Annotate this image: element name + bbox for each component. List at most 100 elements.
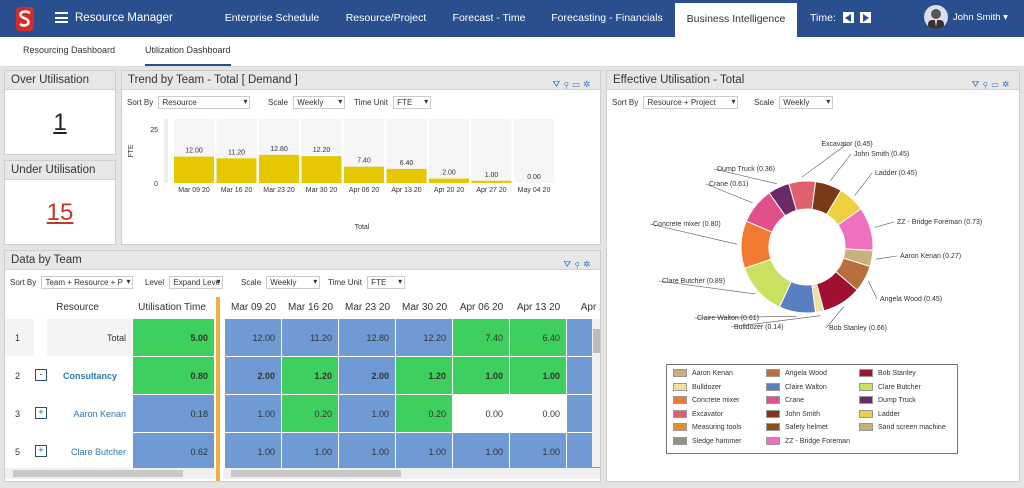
data-by-team-panel: Data by Team ⛛⚲✲ Sort By Team + Resource…: [4, 250, 601, 482]
donut-slice-label: Ladder (0.45): [875, 170, 917, 177]
legend-item[interactable]: Sand screen machine: [859, 423, 946, 432]
resource-name[interactable]: Total: [47, 319, 133, 357]
week-value: 6.40: [510, 319, 567, 357]
menu-icon[interactable]: [55, 12, 68, 23]
legend-swatch: [673, 396, 687, 404]
legend-swatch: [766, 396, 780, 404]
team-level-select[interactable]: Expand Leve: [169, 276, 224, 289]
app-logo: [16, 7, 34, 31]
donut-slice-label: Crane (0.61): [709, 181, 748, 188]
trend-sort-select[interactable]: Resource: [158, 96, 251, 109]
donut-slice-label: Dump Truck (0.36): [717, 166, 775, 173]
bar-value-label: 12.20: [313, 147, 331, 154]
horizontal-scrollbar-left[interactable]: [5, 468, 215, 479]
x-tick-label: Apr 06 20: [349, 187, 379, 194]
donut-slice-label: Clare Butcher (0.89): [662, 278, 725, 285]
week-value: 1.00: [225, 433, 282, 471]
under-utilisation-panel: Under Utilisation 15: [4, 160, 116, 245]
over-utilisation-panel: Over Utilisation 1: [4, 70, 116, 155]
time-prev-button[interactable]: [842, 11, 855, 24]
trend-panel: Trend by Team - Total [ Demand ] ⛛⚲▭✲ So…: [121, 70, 601, 245]
bar-value-label: 7.40: [357, 158, 371, 165]
legend-item[interactable]: Crane: [766, 396, 804, 405]
horizontal-scrollbar-right[interactable]: [223, 468, 600, 479]
resource-name[interactable]: Clare Butcher: [47, 433, 133, 471]
panel-tools-icon[interactable]: ⛛⚲▭✲: [552, 79, 594, 89]
bar-value-label: 12.80: [270, 146, 288, 153]
trend-unit-select[interactable]: FTE: [393, 96, 432, 109]
x-axis-label: Total: [355, 224, 370, 231]
legend-item[interactable]: Angela Wood: [766, 369, 827, 378]
tab-resourcing-dashboard[interactable]: Resourcing Dashboard: [23, 45, 116, 55]
trend-scale-select[interactable]: Weekly: [293, 96, 346, 109]
nav-forecasting-financials[interactable]: Forecasting - Financials: [551, 12, 663, 24]
panel-tools-icon[interactable]: ⛛⚲▭✲: [971, 79, 1013, 89]
week-value: 12.80: [339, 319, 396, 357]
vertical-scrollbar[interactable]: [592, 319, 600, 467]
donut-leader-line: [868, 280, 878, 300]
effective-sort-select[interactable]: Resource + Project: [643, 96, 739, 109]
bar: [386, 168, 427, 183]
expand-toggle-button[interactable]: -: [35, 369, 47, 381]
nav-business-intelligence[interactable]: Business Intelligence: [675, 0, 797, 37]
donut-slice-label: Concrete mixer (0.80): [653, 221, 721, 228]
donut-slice-label: Claire Walton (0.61): [697, 315, 759, 322]
team-unit-select[interactable]: FTE: [367, 276, 406, 289]
legend-item[interactable]: Sledge hammer: [673, 436, 741, 446]
trend-scale-label: Scale: [268, 98, 289, 107]
expand-toggle-button[interactable]: +: [35, 407, 47, 419]
legend-item[interactable]: Clare Butcher: [859, 382, 921, 392]
legend-swatch: [859, 396, 873, 404]
under-utilisation-title: Under Utilisation: [5, 161, 115, 180]
bar: [301, 156, 342, 183]
user-name[interactable]: John Smith ▾: [953, 12, 1008, 23]
legend-item[interactable]: Bob Stanley: [859, 369, 916, 378]
column-header: Mar 09 20: [230, 302, 277, 313]
legend-item[interactable]: Concrete mixer: [673, 396, 739, 405]
resource-name[interactable]: Consultancy: [47, 357, 133, 395]
legend-item[interactable]: John Smith: [766, 409, 820, 419]
team-scale-label: Scale: [241, 278, 262, 287]
legend-label: ZZ - Bridge Foreman: [785, 437, 850, 445]
nav-forecast-time[interactable]: Forecast - Time: [452, 12, 526, 24]
week-value: 7.40: [453, 319, 510, 357]
under-utilisation-value[interactable]: 15: [46, 199, 74, 226]
donut-leader-line: [730, 315, 821, 328]
x-tick-label: Mar 09 20: [178, 187, 210, 194]
tab-utilization-dashboard[interactable]: Utilization Dashboard: [145, 45, 231, 66]
legend-item[interactable]: Excavator: [673, 409, 723, 419]
effective-scale-select[interactable]: Weekly: [779, 96, 834, 109]
legend-swatch: [766, 382, 780, 391]
legend-item[interactable]: Safety helmet: [766, 423, 828, 432]
column-header: Apr 13 20: [516, 302, 561, 313]
legend-item[interactable]: ZZ - Bridge Foreman: [766, 436, 850, 446]
avatar[interactable]: [924, 5, 948, 29]
legend-item[interactable]: Ladder: [859, 409, 900, 419]
legend-swatch: [673, 369, 687, 377]
frozen-column-divider[interactable]: [216, 297, 220, 481]
legend-swatch: [859, 369, 873, 377]
donut-slice-label: Angela Wood (0.45): [880, 296, 942, 303]
week-value: 1.00: [339, 395, 396, 433]
nav-resource-project[interactable]: Resource/Project: [345, 12, 427, 24]
legend-item[interactable]: Measuring tools: [673, 423, 741, 432]
donut-leader-line: [874, 221, 895, 228]
time-next-button[interactable]: [859, 11, 872, 24]
y-axis-label: FTE: [128, 144, 135, 158]
expand-toggle-button[interactable]: +: [35, 445, 47, 457]
legend-item[interactable]: Aaron Kenan: [673, 369, 733, 378]
nav-enterprise-schedule[interactable]: Enterprise Schedule: [224, 12, 320, 24]
over-utilisation-value[interactable]: 1: [53, 109, 67, 136]
team-sort-select[interactable]: Team + Resource + P: [41, 276, 134, 289]
week-value: 12.20: [396, 319, 453, 357]
resource-name[interactable]: Aaron Kenan: [47, 395, 133, 433]
week-value: 1.00: [396, 433, 453, 471]
legend-item[interactable]: Dump Truck: [859, 396, 916, 405]
bar-value-label: 12.00: [185, 148, 203, 155]
team-scale-select[interactable]: Weekly: [266, 276, 321, 289]
legend-item[interactable]: Bulldozer: [673, 382, 721, 392]
donut-slice-label: Aaron Kenan (0.27): [900, 253, 961, 260]
legend-item[interactable]: Claire Walton: [766, 382, 827, 392]
donut-slice: [768, 182, 798, 217]
panel-tools-icon[interactable]: ⛛⚲✲: [563, 259, 594, 269]
